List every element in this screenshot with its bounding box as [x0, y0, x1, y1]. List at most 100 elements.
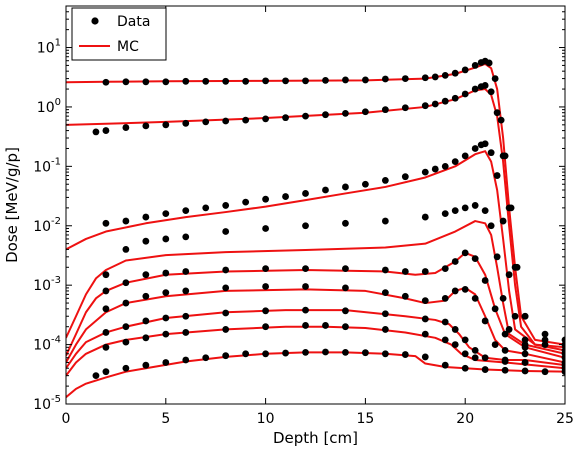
data-point	[441, 336, 449, 344]
data-point	[461, 66, 469, 74]
data-point	[501, 346, 509, 354]
data-point	[162, 121, 170, 129]
mc-curves	[66, 62, 565, 398]
data-point	[481, 140, 489, 148]
data-point	[541, 341, 549, 348]
data-point	[162, 269, 170, 277]
data-point	[421, 168, 429, 176]
data-point	[282, 114, 289, 122]
data-point	[493, 109, 501, 117]
data-point	[421, 315, 429, 323]
data-point	[421, 353, 429, 361]
data-point	[162, 289, 170, 296]
data-point	[322, 322, 329, 329]
data-point	[242, 116, 250, 124]
x-tick-label: 25	[556, 411, 574, 427]
data-point	[471, 255, 479, 263]
x-tick-label: 15	[356, 411, 374, 427]
y-tick-label: 101	[37, 38, 61, 57]
mc-curve-4	[66, 220, 565, 355]
data-point	[302, 306, 309, 314]
x-tick-label: 10	[257, 411, 275, 427]
data-point	[431, 100, 439, 108]
data-point	[342, 348, 349, 356]
data-point	[499, 152, 507, 160]
data-point	[431, 165, 439, 173]
y-tick-label: 10-3	[33, 275, 61, 294]
data-point	[441, 97, 449, 105]
data-point	[182, 119, 190, 127]
data-point	[362, 76, 369, 84]
data-point	[461, 285, 469, 293]
data-point	[501, 358, 509, 365]
data-point	[521, 359, 529, 366]
data-point	[122, 217, 130, 225]
data-point	[471, 346, 479, 354]
mc-curve-5	[66, 251, 565, 359]
data-point	[481, 366, 489, 373]
data-point	[451, 207, 459, 215]
data-point	[471, 85, 479, 93]
data-point	[342, 183, 349, 191]
data-point	[451, 341, 459, 348]
data-point	[362, 108, 369, 116]
data-point	[451, 69, 459, 77]
legend-data-marker	[91, 17, 99, 25]
y-tick-label: 10-4	[33, 335, 61, 354]
data-point	[342, 76, 349, 84]
data-point	[501, 330, 509, 338]
data-point	[262, 283, 269, 290]
data-point	[322, 348, 329, 356]
data-point	[122, 299, 130, 307]
data-point	[381, 177, 389, 184]
data-point	[541, 330, 549, 338]
data-point	[481, 207, 489, 215]
data-point	[471, 62, 479, 69]
data-point	[122, 78, 130, 86]
data-point	[381, 266, 389, 274]
data-point	[262, 265, 269, 273]
data-point	[451, 158, 459, 166]
data-point	[142, 213, 150, 221]
data-point	[451, 94, 459, 102]
data-point	[222, 352, 230, 360]
data-point	[302, 265, 309, 273]
mc-curve-7	[66, 309, 565, 369]
plot-frame	[65, 5, 566, 405]
data-point	[162, 314, 170, 322]
data-point	[521, 336, 529, 344]
data-point	[182, 287, 190, 295]
data-point	[441, 294, 449, 302]
data-point	[122, 279, 130, 287]
data-point	[431, 73, 439, 81]
data-point	[102, 78, 110, 86]
data-point	[182, 77, 190, 85]
data-point	[381, 75, 389, 83]
legend-data-label: Data	[117, 14, 150, 30]
data-point	[541, 368, 549, 376]
data-point	[122, 323, 130, 331]
data-point	[401, 292, 409, 300]
data-point	[493, 172, 501, 179]
data-point	[471, 202, 479, 209]
legend: Data MC	[71, 7, 167, 61]
data-point	[461, 90, 469, 98]
data-point	[102, 368, 110, 376]
data-point	[342, 307, 349, 315]
data-point	[499, 217, 507, 225]
data-point	[511, 312, 519, 320]
data-point	[242, 77, 250, 85]
data-point	[342, 284, 349, 292]
data-point	[441, 265, 449, 273]
data-point	[521, 367, 529, 375]
data-point	[302, 190, 309, 197]
data-point	[401, 351, 409, 358]
data-point	[182, 356, 190, 364]
data-point	[505, 326, 513, 333]
data-point	[92, 128, 100, 136]
data-point	[541, 336, 549, 344]
data-point	[222, 202, 230, 209]
data-point	[381, 350, 389, 358]
